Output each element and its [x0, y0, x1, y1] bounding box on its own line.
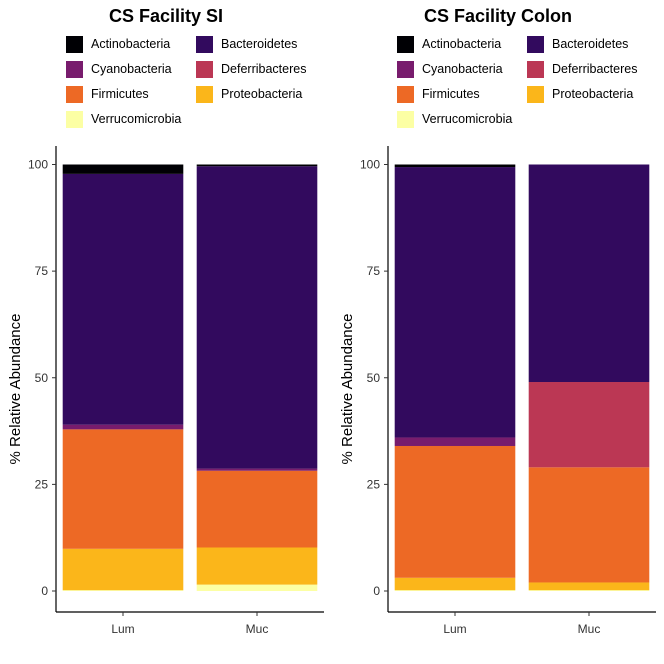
bar-segment-proteobacteria — [394, 577, 516, 591]
legend-label: Firmicutes — [91, 87, 149, 101]
y-axis-label: % Relative Abundance — [7, 314, 24, 465]
y-tick-label: 50 — [35, 371, 49, 385]
x-tick-label: Muc — [578, 622, 601, 636]
legend-key — [66, 35, 83, 53]
legend-key — [196, 35, 213, 53]
legend-item: Actinobacteria — [66, 34, 170, 54]
bar-segment-proteobacteria — [196, 547, 318, 585]
y-tick-label: 100 — [360, 158, 380, 172]
legend-label: Deferribacteres — [552, 62, 638, 76]
y-tick-label: 75 — [367, 264, 381, 278]
y-tick-label: 100 — [28, 158, 48, 172]
legend-item: Actinobacteria — [397, 34, 501, 54]
legend-label: Proteobacteria — [221, 87, 303, 101]
legend-label: Firmicutes — [422, 87, 480, 101]
legend-key — [397, 85, 414, 103]
bar-segment-bacteroidetes — [394, 167, 516, 438]
legend-item: Firmicutes — [397, 84, 480, 104]
legend-key — [66, 60, 83, 78]
legend-key — [527, 60, 544, 78]
bar-segment-verrucomicrobia — [394, 590, 516, 591]
bar-chart: 0 25 50 75 100 % Relative Abundance Lum Muc — [339, 146, 656, 636]
bar-segment-firmicutes — [196, 470, 318, 548]
y-tick-label: 50 — [367, 371, 381, 385]
chart-title: CS Facility SI — [108, 6, 224, 26]
y-axis-label: % Relative Abundance — [339, 314, 356, 465]
bar-segment-verrucomicrobia — [196, 584, 318, 591]
legend-label: Cyanobacteria — [422, 62, 503, 76]
bar-segment-bacteroidetes — [528, 164, 650, 383]
legend-label: Verrucomicrobia — [91, 112, 182, 126]
y-tick-label: 75 — [35, 264, 49, 278]
bar-segment-verrucomicrobia — [528, 590, 650, 591]
y-tick-label: 0 — [373, 584, 380, 598]
legend-key — [527, 35, 544, 53]
legend-label: Bacteroidetes — [221, 37, 298, 51]
legend-item: Deferribacteres — [527, 59, 637, 79]
y-tick-label: 25 — [367, 477, 381, 491]
legend-key — [397, 110, 414, 128]
bar-segment-cyanobacteria — [62, 424, 184, 430]
bar-segment-cyanobacteria — [196, 468, 318, 471]
legend-key — [66, 85, 83, 103]
legend-label: Proteobacteria — [552, 87, 634, 101]
x-tick-label: Muc — [246, 622, 269, 636]
legend-item: Proteobacteria — [196, 84, 302, 104]
legend-label: Verrucomicrobia — [422, 112, 513, 126]
legend-item: Deferribacteres — [196, 59, 306, 79]
chart-title: CS Facility Colon — [423, 6, 573, 26]
legend-item: Cyanobacteria — [397, 59, 503, 79]
y-tick-label: 25 — [35, 477, 49, 491]
bar-segment-bacteroidetes — [62, 173, 184, 425]
bar-segment-cyanobacteria — [394, 437, 516, 446]
bar-segment-firmicutes — [528, 467, 650, 583]
legend-key — [196, 60, 213, 78]
legend-item: Proteobacteria — [527, 84, 633, 104]
legend-label: Actinobacteria — [91, 37, 171, 51]
bar-segment-actinobacteria — [196, 164, 318, 167]
legend-item: Firmicutes — [66, 84, 149, 104]
x-tick-label: Lum — [111, 622, 134, 636]
bar-segment-actinobacteria — [394, 164, 516, 168]
legend-item: Cyanobacteria — [66, 59, 172, 79]
bar-segment-verrucomicrobia — [62, 590, 184, 591]
bar-segment-bacteroidetes — [196, 166, 318, 469]
bar-segment-actinobacteria — [62, 164, 184, 174]
chart-panel-colon: CS Facility Colon Actinobacteria Bacteroi… — [332, 0, 664, 664]
legend-key — [397, 35, 414, 53]
legend-item: Verrucomicrobia — [397, 109, 512, 129]
legend-label: Deferribacteres — [221, 62, 307, 76]
legend-label: Actinobacteria — [422, 37, 502, 51]
legend-key — [196, 85, 213, 103]
bar-segment-proteobacteria — [62, 548, 184, 591]
bar-segment-deferribacteres — [528, 382, 650, 468]
bar-segment-proteobacteria — [528, 582, 650, 591]
legend-item: Verrucomicrobia — [66, 109, 181, 129]
chart-panel-si: CS Facility SI Actinobacteria Bacteroidet… — [7, 6, 324, 636]
legend-label: Cyanobacteria — [91, 62, 172, 76]
legend-key — [66, 110, 83, 128]
legend-item: Bacteroidetes — [196, 34, 297, 54]
bar-chart: 0 25 50 75 100 % Relative Abundance Lum Muc — [7, 146, 324, 636]
x-tick-label: Lum — [443, 622, 466, 636]
bar-segment-firmicutes — [394, 445, 516, 578]
legend-item: Bacteroidetes — [527, 34, 628, 54]
legend-key — [397, 60, 414, 78]
legend-label: Bacteroidetes — [552, 37, 629, 51]
legend-key — [527, 85, 544, 103]
y-tick-label: 0 — [41, 584, 48, 598]
bar-segment-firmicutes — [62, 429, 184, 549]
